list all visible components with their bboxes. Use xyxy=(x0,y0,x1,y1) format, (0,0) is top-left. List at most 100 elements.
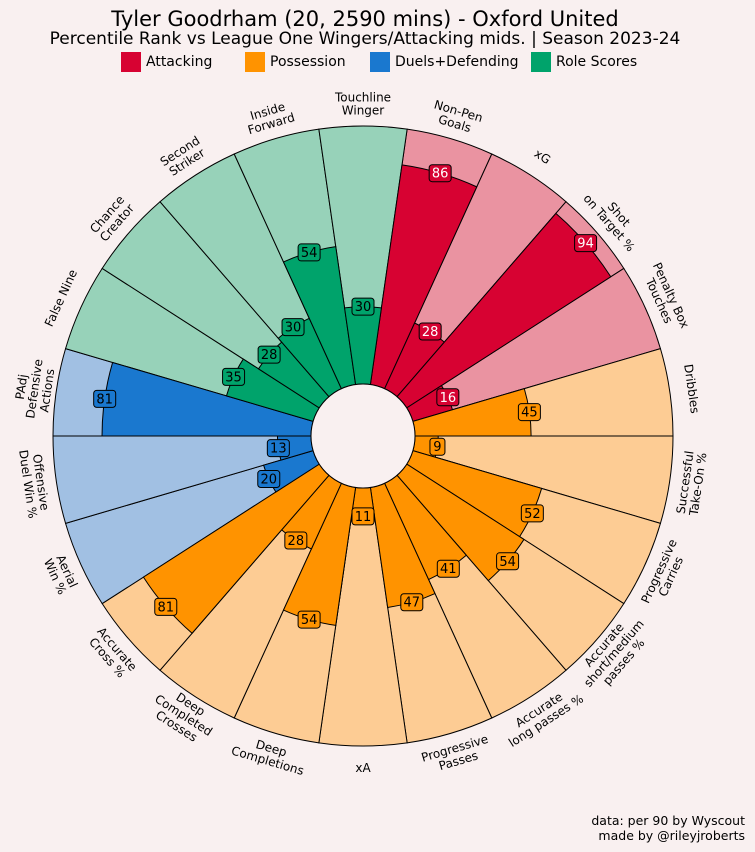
value-label-deep-completions: 54 xyxy=(297,610,321,629)
category-label-line: PAdj xyxy=(13,373,30,400)
value-box-inside-forward xyxy=(297,243,321,262)
category-bars xyxy=(101,164,612,634)
value-box-touchline-winger xyxy=(351,297,375,316)
value-label-non-pen-goals: 86 xyxy=(428,164,452,183)
value-box-non-pen-goals xyxy=(428,164,452,183)
value-box-xa xyxy=(351,507,375,526)
legend-item-possession: Possession xyxy=(245,52,346,72)
value-box-xg xyxy=(418,322,442,341)
legend-label-attacking: Attacking xyxy=(146,54,213,70)
value-box-deep-completions xyxy=(297,610,321,629)
category-label-line: Winger xyxy=(342,104,385,118)
value-text-padj-defensive-actions: 81 xyxy=(96,392,113,407)
value-text-successful-take-on: 9 xyxy=(433,440,441,455)
value-text-second-striker: 30 xyxy=(285,321,302,336)
category-label-line: Actions xyxy=(37,368,57,413)
category-label-line: Touchline xyxy=(334,91,391,105)
category-label-line: False Nine xyxy=(42,267,80,329)
credits-author: made by @rileyjroberts xyxy=(598,828,745,843)
value-label-offensive-duel-win: 13 xyxy=(266,439,290,458)
value-box-second-striker xyxy=(281,318,305,337)
value-box-accurate-cross xyxy=(154,597,178,616)
value-label-aerial-win: 20 xyxy=(257,470,281,489)
value-box-offensive-duel-win xyxy=(266,439,290,458)
category-label-xg: xG xyxy=(532,146,553,167)
legend-swatch-duels-defending xyxy=(370,52,390,72)
value-box-progressive-passes xyxy=(400,593,424,612)
value-text-penalty-box-touches: 16 xyxy=(440,391,457,406)
value-text-offensive-duel-win: 13 xyxy=(270,442,287,457)
value-box-deep-completed-crosses xyxy=(284,531,308,550)
value-box-aerial-win xyxy=(257,470,281,489)
legend: Attacking Possession Duels+Defending Rol… xyxy=(0,52,755,74)
value-label-penalty-box-touches: 16 xyxy=(436,388,460,407)
value-box-dribbles xyxy=(517,403,541,422)
category-label-inside-forward: InsideForward xyxy=(243,98,297,138)
legend-label-role-scores: Role Scores xyxy=(556,54,638,70)
value-box-penalty-box-touches xyxy=(436,388,460,407)
category-label-offensive-duel-win: OffensiveDuel Win % xyxy=(16,447,53,519)
value-box-padj-defensive-actions xyxy=(93,389,117,408)
value-label-xa: 11 xyxy=(351,507,375,526)
category-label-dribbles: Dribbles xyxy=(681,363,702,414)
value-box-accurate-short-medium-passes xyxy=(496,552,520,571)
credits: data: per 90 by Wyscout made by @rileyjr… xyxy=(591,813,745,843)
value-box-chance-creator xyxy=(257,345,281,364)
value-box-progressive-carries xyxy=(520,504,544,523)
category-label-line: xG xyxy=(532,146,553,167)
value-text-touchline-winger: 30 xyxy=(355,300,372,315)
value-text-accurate-cross: 81 xyxy=(157,600,174,615)
value-label-accurate-short-medium-passes: 54 xyxy=(496,552,520,571)
legend-swatch-role-scores xyxy=(531,52,551,72)
value-text-progressive-passes: 47 xyxy=(404,596,421,611)
value-labels: 86 28 94 16 45 9 52 54 41 47 11 54 28 81 20 13 81 35 28 30 5… xyxy=(93,164,598,629)
value-label-chance-creator: 28 xyxy=(257,345,281,364)
value-label-dribbles: 45 xyxy=(517,403,541,422)
value-box-false-nine xyxy=(222,367,246,386)
value-label-false-nine: 35 xyxy=(222,367,246,386)
legend-label-possession: Possession xyxy=(270,54,346,70)
legend-swatch-attacking xyxy=(121,52,141,72)
category-label-false-nine: False Nine xyxy=(42,267,80,329)
category-label-line: xA xyxy=(355,761,371,775)
value-label-inside-forward: 54 xyxy=(297,243,321,262)
legend-item-role-scores: Role Scores xyxy=(531,52,637,72)
value-label-successful-take-on: 9 xyxy=(429,437,446,456)
value-text-inside-forward: 54 xyxy=(301,246,318,261)
value-box-accurate-long-passes xyxy=(436,559,460,578)
value-box-shot-on-target xyxy=(574,234,598,253)
value-text-false-nine: 35 xyxy=(225,370,242,385)
chart-subtitle: Percentile Rank vs League One Wingers/At… xyxy=(49,29,681,49)
value-label-padj-defensive-actions: 81 xyxy=(93,389,117,408)
category-label-successful-take-on: SuccessfulTake-On % xyxy=(674,450,710,518)
value-label-xg: 28 xyxy=(418,322,442,341)
category-label-aerial-win: AerialWin % xyxy=(41,551,81,597)
value-text-accurate-short-medium-passes: 54 xyxy=(499,555,516,570)
value-label-accurate-long-passes: 41 xyxy=(436,559,460,578)
value-label-second-striker: 30 xyxy=(281,318,305,337)
category-label-xa: xA xyxy=(355,761,371,775)
value-text-xg: 28 xyxy=(422,325,439,340)
value-label-accurate-cross: 81 xyxy=(154,597,178,616)
credits-data-source: data: per 90 by Wyscout xyxy=(591,813,745,828)
center-hole xyxy=(310,383,416,489)
category-label-padj-defensive-actions: PAdjDefensiveActions xyxy=(10,356,58,421)
value-label-deep-completed-crosses: 28 xyxy=(284,531,308,550)
legend-item-attacking: Attacking xyxy=(121,52,212,72)
category-label-non-pen-goals: Non-PenGoals xyxy=(429,97,485,137)
value-label-progressive-carries: 52 xyxy=(520,504,544,523)
legend-label-duels-defending: Duels+Defending xyxy=(395,54,519,70)
value-text-progressive-carries: 52 xyxy=(524,507,541,522)
value-text-accurate-long-passes: 41 xyxy=(440,562,457,577)
legend-swatch-possession xyxy=(245,52,265,72)
value-text-non-pen-goals: 86 xyxy=(432,167,449,182)
value-text-dribbles: 45 xyxy=(521,406,538,421)
value-box-successful-take-on xyxy=(429,437,446,456)
legend-item-duels-defending: Duels+Defending xyxy=(370,52,519,72)
value-text-deep-completions: 54 xyxy=(301,613,318,628)
value-label-shot-on-target: 94 xyxy=(574,234,598,253)
value-label-touchline-winger: 30 xyxy=(351,297,375,316)
category-label-touchline-winger: Touchline Winger xyxy=(334,91,391,118)
chart-title: Tyler Goodrham (20, 2590 mins) - Oxford … xyxy=(111,7,619,31)
